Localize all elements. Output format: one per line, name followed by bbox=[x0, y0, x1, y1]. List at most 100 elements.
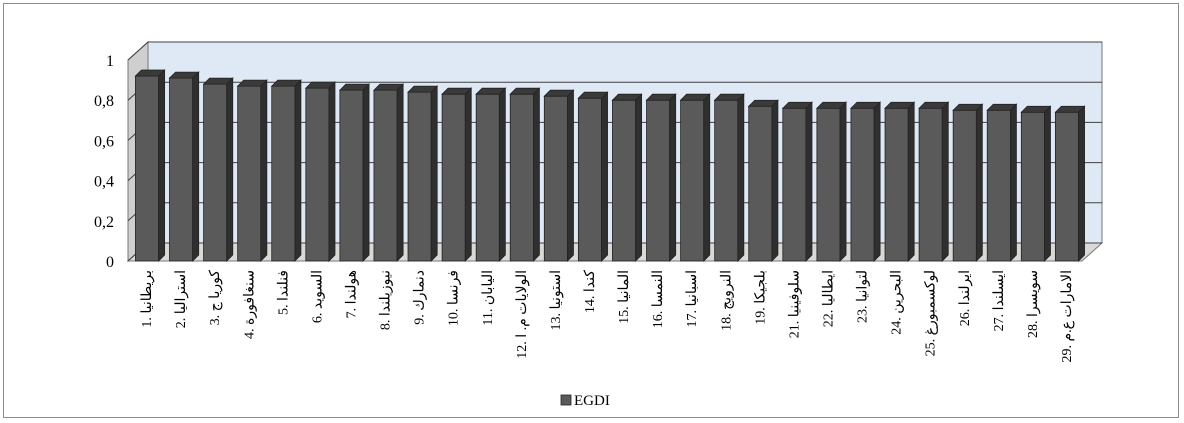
bar-side bbox=[1044, 105, 1051, 262]
bar-side bbox=[396, 83, 404, 262]
x-tick-label: 10. فرنسا bbox=[447, 270, 462, 326]
bar-side bbox=[498, 87, 506, 262]
bar bbox=[271, 85, 296, 262]
bar-side bbox=[158, 69, 166, 262]
x-tick-label: 6. السويد bbox=[310, 270, 325, 323]
bar bbox=[509, 93, 534, 262]
x-tick-label: 5. فنلندا bbox=[276, 270, 291, 315]
bar-top bbox=[372, 83, 405, 91]
bar bbox=[1054, 111, 1079, 262]
x-tick-label: 8. نيوزيلندا bbox=[379, 270, 394, 330]
bar-top bbox=[713, 93, 745, 101]
bar-top bbox=[679, 93, 711, 101]
bar-top bbox=[134, 69, 166, 77]
bar bbox=[135, 75, 160, 262]
x-tick-label: 3. كوريا ج bbox=[208, 270, 223, 326]
bar bbox=[714, 99, 739, 262]
bar-side bbox=[941, 101, 949, 262]
y-tick-label: 0,6 bbox=[94, 133, 114, 150]
bar-top bbox=[1020, 105, 1052, 113]
bar-side bbox=[601, 91, 608, 262]
y-tick-label: 0,8 bbox=[94, 93, 114, 110]
bar-top bbox=[1054, 105, 1086, 113]
bar-top bbox=[543, 89, 575, 97]
bar-side bbox=[430, 85, 438, 262]
x-tick-label: 7. هولندا bbox=[344, 270, 359, 318]
bar bbox=[475, 93, 500, 262]
legend-swatch bbox=[560, 394, 572, 406]
bar bbox=[612, 99, 637, 262]
bar-side bbox=[1078, 105, 1085, 262]
bar bbox=[407, 91, 432, 262]
bar-side bbox=[703, 93, 711, 262]
bar-top bbox=[475, 87, 507, 95]
x-tick-label: 2. استراليا bbox=[174, 270, 189, 328]
bar-top bbox=[611, 93, 643, 101]
bar-side bbox=[260, 79, 268, 262]
bar-side bbox=[192, 71, 200, 262]
bar-top bbox=[815, 101, 848, 109]
bar-side bbox=[975, 103, 983, 262]
bar-top bbox=[918, 101, 950, 109]
bar-top bbox=[952, 103, 984, 111]
bar-side bbox=[873, 101, 881, 262]
bar bbox=[237, 85, 262, 262]
bar-top bbox=[202, 77, 234, 85]
bar-side bbox=[669, 93, 677, 262]
bar-side bbox=[226, 77, 234, 262]
bar bbox=[918, 107, 943, 262]
x-tick-label: 16. النمسا bbox=[651, 270, 666, 328]
bar-side bbox=[328, 81, 336, 262]
gridline bbox=[127, 41, 1102, 61]
bar-top bbox=[304, 81, 336, 89]
x-tick-label: 19. بلجيكا bbox=[753, 270, 768, 325]
x-tick-label: 22. ايطاليا bbox=[821, 270, 836, 327]
x-tick-label: 1. بريطانيا bbox=[140, 270, 155, 328]
bar bbox=[339, 89, 364, 262]
x-tick-label: 23. لتوانيا bbox=[856, 270, 871, 323]
bar bbox=[748, 105, 773, 262]
bar-top bbox=[645, 93, 677, 101]
bar-side bbox=[737, 93, 745, 262]
bar-side bbox=[533, 87, 540, 262]
bar-top bbox=[509, 87, 541, 95]
bar bbox=[680, 99, 705, 262]
x-tick-label: 27. ايسلندا bbox=[992, 270, 1007, 331]
x-tick-label: 18. النرويج bbox=[719, 270, 734, 331]
bar-side bbox=[362, 83, 370, 262]
x-tick-label: 9. دنمارك bbox=[413, 270, 428, 325]
x-tick-label: 17. اسبانيا bbox=[685, 270, 700, 328]
x-tick-label: 25. لوكسمبورغ bbox=[924, 270, 939, 356]
bar-top bbox=[781, 101, 813, 109]
bar bbox=[203, 83, 228, 262]
bar bbox=[169, 77, 194, 262]
bar-top bbox=[236, 79, 268, 87]
bar bbox=[782, 107, 807, 262]
bar bbox=[986, 109, 1011, 262]
x-tick-label: 12. الولايات م. ا bbox=[515, 270, 530, 359]
y-tick-label: 1 bbox=[106, 53, 114, 70]
bar bbox=[850, 107, 875, 262]
x-tick-label: 26. ايرلندا bbox=[958, 270, 973, 326]
bar-side bbox=[567, 89, 574, 262]
bar-side bbox=[294, 79, 302, 262]
bar-top bbox=[849, 101, 882, 109]
bar-top bbox=[577, 91, 609, 99]
bar bbox=[373, 89, 398, 262]
bar-top bbox=[168, 71, 200, 79]
bar-top bbox=[407, 85, 439, 93]
bar-side bbox=[1010, 103, 1017, 262]
bar-side bbox=[907, 101, 915, 262]
x-tick-label: 24. البحرين bbox=[890, 270, 905, 335]
y-tick-label: 0,4 bbox=[94, 174, 114, 191]
x-tick-label: 11. اليابان bbox=[481, 270, 496, 326]
x-tick-label: 14. كندا bbox=[583, 270, 598, 313]
bar-top bbox=[747, 99, 779, 107]
bar bbox=[543, 95, 568, 262]
bar-top bbox=[441, 87, 473, 95]
y-tick-label: 0,2 bbox=[94, 214, 114, 231]
bar-top bbox=[986, 103, 1018, 111]
bar bbox=[305, 87, 330, 262]
bar bbox=[577, 97, 602, 262]
